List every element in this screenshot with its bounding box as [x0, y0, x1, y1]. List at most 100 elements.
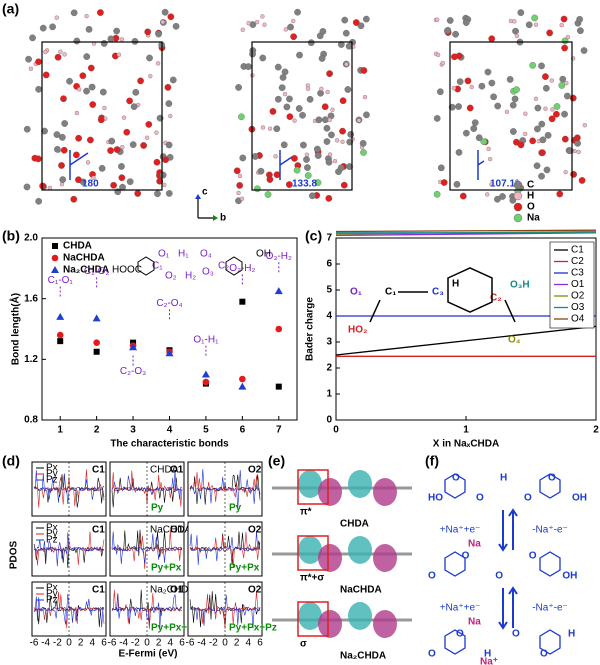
atom [475, 134, 483, 142]
atom [233, 167, 241, 175]
atom [266, 176, 274, 183]
atom [286, 95, 293, 103]
atom [556, 190, 564, 198]
atom [517, 9, 525, 16]
atom [235, 84, 242, 91]
atom [132, 88, 140, 96]
atom [165, 100, 173, 107]
x-tick-label: 4 [246, 638, 252, 649]
atom [118, 174, 126, 182]
x-tick-label: 6 [257, 638, 263, 649]
atom [356, 118, 362, 123]
inset-label: C₁ [152, 261, 163, 272]
atom [259, 54, 267, 62]
atom [455, 149, 463, 156]
atom [88, 83, 96, 91]
ring [539, 551, 561, 577]
series-line [335, 229, 597, 233]
x-tick-label: -2 [209, 638, 218, 649]
axis-label: b [220, 213, 226, 224]
atom [317, 89, 324, 97]
panel-name: C1 [92, 585, 105, 596]
x-tick-label: 0 [333, 425, 339, 436]
axis-arrows [197, 196, 216, 219]
pdos-curve [189, 594, 261, 629]
atom [319, 86, 324, 92]
x-axis-label: E-Fermi (eV) [119, 649, 178, 660]
atom [236, 182, 244, 189]
atom [360, 67, 368, 74]
atom [305, 86, 311, 91]
atom [260, 125, 266, 130]
series-line [335, 325, 597, 356]
atom [494, 195, 501, 203]
orbital-lobe [373, 610, 397, 638]
ring [539, 629, 561, 655]
atom [323, 124, 331, 132]
atom [574, 134, 581, 142]
atom [561, 44, 568, 52]
atom [59, 133, 66, 141]
atom [43, 49, 48, 55]
atom [245, 63, 252, 70]
ring [444, 473, 466, 499]
atom [469, 84, 474, 90]
bond-label: O₁-H₁ [193, 334, 219, 345]
atom [25, 55, 32, 63]
inset-label: O₃ [202, 267, 214, 278]
atom [306, 95, 314, 103]
atom [257, 167, 265, 175]
point [239, 298, 246, 305]
legend-atom [513, 213, 523, 223]
atom [286, 113, 294, 121]
atom [553, 110, 560, 118]
atom [126, 97, 133, 105]
atom [359, 140, 367, 147]
atom-label: OH [562, 571, 577, 582]
y-tick-label: 3 [326, 337, 332, 348]
atom [287, 23, 294, 31]
atom-label: O [452, 473, 460, 484]
atom-label: O [548, 473, 556, 484]
pdos-curve [33, 596, 105, 628]
legend-marker [51, 254, 59, 262]
atom [506, 76, 514, 83]
atom [337, 164, 345, 172]
atom [251, 153, 259, 160]
ion-label: Na⁺ [480, 657, 498, 665]
atom [70, 195, 78, 203]
atom [140, 142, 147, 149]
atom [488, 35, 496, 43]
orbital-label: σ [300, 639, 307, 650]
atom [39, 182, 46, 190]
y-tick-label: 1.6 [24, 293, 38, 304]
y-tick-label: 0.8 [24, 415, 38, 426]
atom [544, 131, 552, 139]
y-tick-label: 7 [326, 233, 332, 244]
atom-label: O [495, 571, 503, 582]
x-tick-label: -6 [108, 638, 117, 649]
atom [59, 176, 67, 183]
atom [455, 103, 462, 110]
atom [66, 77, 73, 85]
atom [153, 158, 161, 166]
inset-label: H₁ [178, 249, 189, 260]
atom [70, 9, 78, 17]
angle-arrow [69, 150, 89, 180]
atom [563, 169, 568, 175]
atom [98, 165, 106, 172]
orbital-note: Py [151, 503, 164, 514]
atom [167, 13, 175, 21]
atom [97, 9, 104, 16]
legend-marker [52, 243, 58, 249]
atom [47, 185, 53, 191]
atom [325, 195, 333, 202]
atom [148, 74, 153, 79]
atom [73, 151, 80, 159]
atom [254, 185, 261, 193]
atom [352, 19, 360, 26]
atom [269, 108, 277, 115]
atom [362, 94, 368, 100]
atom [346, 163, 353, 170]
atom [240, 27, 245, 32]
